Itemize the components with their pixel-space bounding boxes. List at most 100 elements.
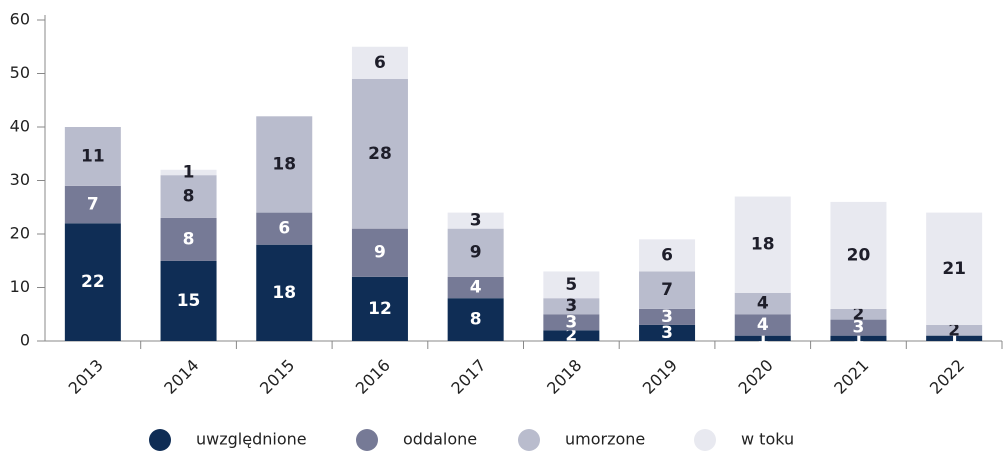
bar-segment bbox=[830, 319, 887, 336]
data-label: 4 bbox=[757, 294, 769, 314]
data-label: 7 bbox=[87, 195, 99, 215]
data-label: 3 bbox=[470, 211, 482, 231]
data-label: 3 bbox=[565, 296, 577, 316]
bar-segment bbox=[256, 244, 313, 341]
bar-segment bbox=[639, 324, 696, 341]
bar-segment bbox=[926, 335, 983, 341]
data-label: 3 bbox=[853, 318, 865, 338]
legend-label: umorzone bbox=[565, 430, 645, 449]
bar-segment bbox=[351, 228, 408, 277]
x-tick-label: 2014 bbox=[160, 356, 202, 398]
bar-segment bbox=[830, 335, 887, 341]
data-label: 18 bbox=[272, 154, 296, 174]
data-label: 1 bbox=[757, 328, 769, 348]
y-tick-label: 40 bbox=[10, 117, 30, 136]
bar-segment bbox=[351, 276, 408, 341]
y-tick-label: 20 bbox=[10, 224, 30, 243]
data-label: 15 bbox=[177, 291, 201, 311]
data-label: 3 bbox=[661, 307, 673, 327]
data-label: 9 bbox=[374, 243, 386, 263]
data-label: 8 bbox=[470, 310, 482, 330]
x-tick-label: 2017 bbox=[447, 356, 489, 398]
bar-segment bbox=[447, 276, 504, 299]
x-tick-label: 2021 bbox=[830, 356, 872, 398]
x-tick-label: 2019 bbox=[639, 356, 681, 398]
bar-segment bbox=[64, 127, 121, 186]
data-label: 6 bbox=[278, 219, 290, 239]
x-tick-label: 2015 bbox=[256, 356, 298, 398]
bar-segment bbox=[639, 308, 696, 325]
data-label: 22 bbox=[81, 272, 105, 292]
data-label: 3 bbox=[661, 323, 673, 343]
data-label: 2 bbox=[948, 320, 960, 340]
legend-label: w toku bbox=[741, 430, 794, 449]
bar-segment bbox=[639, 271, 696, 309]
data-label: 18 bbox=[751, 235, 775, 255]
legend-swatch bbox=[149, 429, 171, 451]
data-label: 9 bbox=[470, 243, 482, 263]
data-label: 21 bbox=[942, 259, 966, 279]
y-tick-label: 30 bbox=[10, 170, 30, 189]
bar-segment bbox=[830, 308, 887, 320]
bar-segment bbox=[734, 196, 791, 293]
bar-segment bbox=[543, 271, 600, 299]
data-label: 18 bbox=[272, 283, 296, 303]
bar-segment bbox=[447, 212, 504, 229]
bar-segment bbox=[639, 239, 696, 272]
bar-segment bbox=[160, 260, 217, 341]
legend-label: uwzględnione bbox=[196, 430, 307, 449]
data-label: 12 bbox=[368, 299, 392, 319]
bar-segment bbox=[830, 201, 887, 309]
legend-label: oddalone bbox=[403, 430, 477, 449]
data-label: 7 bbox=[661, 280, 673, 300]
data-label: 4 bbox=[470, 278, 482, 298]
bar-segment bbox=[256, 116, 313, 213]
x-tick-label: 2016 bbox=[352, 356, 394, 398]
x-tick-label: 2020 bbox=[735, 356, 777, 398]
bar-segment bbox=[447, 298, 504, 341]
x-tick-label: 2022 bbox=[926, 356, 968, 398]
data-label: 6 bbox=[661, 245, 673, 265]
x-tick-label: 2013 bbox=[65, 356, 107, 398]
legend-swatch bbox=[518, 429, 540, 451]
data-label: 8 bbox=[183, 229, 195, 249]
bar-segment bbox=[160, 217, 217, 261]
bar-segment bbox=[543, 330, 600, 341]
x-tick-label: 2018 bbox=[543, 356, 585, 398]
bar-segment bbox=[351, 46, 408, 79]
bar-segment bbox=[926, 324, 983, 336]
y-tick-label: 60 bbox=[10, 10, 30, 29]
data-label: 1 bbox=[853, 328, 865, 348]
y-tick-label: 10 bbox=[10, 277, 30, 296]
data-label: 6 bbox=[374, 53, 386, 73]
bar-segment bbox=[543, 298, 600, 315]
y-tick-label: 50 bbox=[10, 63, 30, 82]
data-label: 3 bbox=[565, 312, 577, 332]
data-label: 20 bbox=[847, 245, 871, 265]
bar-segment bbox=[256, 212, 313, 245]
bar-segment bbox=[351, 78, 408, 229]
bar-segment bbox=[64, 185, 121, 224]
data-label: 2 bbox=[853, 304, 865, 324]
bar-segment bbox=[734, 314, 791, 336]
bar-segment bbox=[447, 228, 504, 277]
data-label: 1 bbox=[948, 328, 960, 348]
y-tick-label: 0 bbox=[20, 331, 30, 350]
bar-segment bbox=[160, 175, 217, 218]
legend-swatch bbox=[694, 429, 716, 451]
legend-swatch bbox=[356, 429, 378, 451]
bar-segment bbox=[543, 314, 600, 331]
data-label: 5 bbox=[565, 275, 577, 295]
bar-segment bbox=[734, 335, 791, 341]
data-label: 2 bbox=[565, 326, 577, 346]
bar-segment bbox=[734, 292, 791, 315]
data-label: 11 bbox=[81, 146, 105, 166]
bar-segment bbox=[160, 169, 217, 176]
data-label: 28 bbox=[368, 144, 392, 164]
data-label: 1 bbox=[183, 162, 195, 182]
data-label: 4 bbox=[757, 315, 769, 335]
bar-segment bbox=[64, 223, 121, 341]
bar-segment bbox=[926, 212, 983, 325]
